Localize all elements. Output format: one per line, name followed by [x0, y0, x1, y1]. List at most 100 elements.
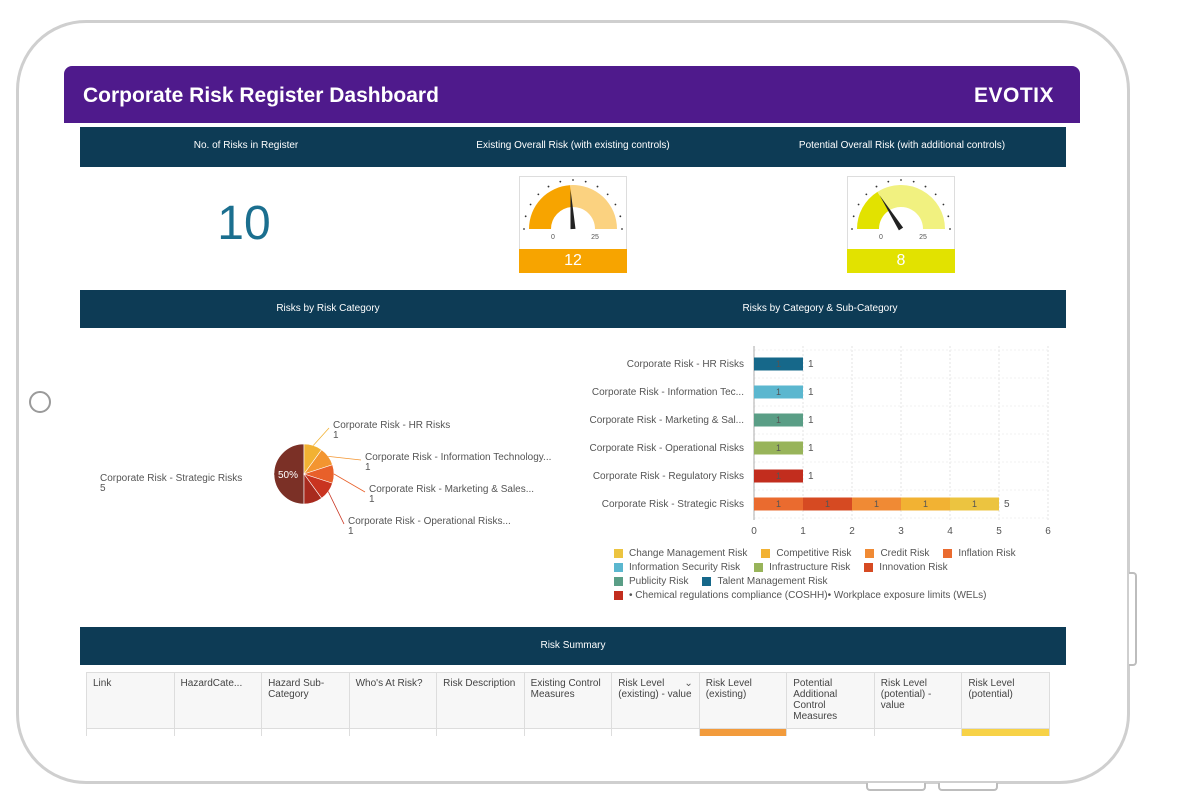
gauge-tick: [912, 180, 915, 183]
table-column-header[interactable]: Existing Control Measures: [523, 672, 613, 729]
bar-total-label: 1: [808, 415, 814, 426]
bar-segment[interactable]: [754, 385, 803, 399]
table-column-header[interactable]: Potential Additional Control Measures: [786, 672, 875, 729]
chevron-down-icon[interactable]: ⌄: [684, 678, 693, 689]
gauge-tick: [924, 185, 927, 188]
bar-segment[interactable]: [901, 497, 950, 511]
gauge-tick: [596, 185, 599, 188]
legend-swatch: [614, 576, 623, 586]
legend-item[interactable]: Information Security Risk: [614, 562, 740, 573]
x-tick-label: 2: [849, 526, 855, 536]
brand-logo: EVOTIX: [973, 84, 1054, 107]
legend-item[interactable]: Inflation Risk: [943, 548, 1016, 559]
gauge-needle: [879, 195, 904, 231]
legend-swatch: [864, 562, 874, 572]
side-volume-button[interactable]: [1129, 572, 1137, 666]
legend-item[interactable]: Publicity Risk: [614, 576, 688, 587]
column-header-label: Existing Control Measures: [530, 678, 601, 700]
table-column-header[interactable]: Hazard Sub-Category: [261, 672, 350, 729]
legend-item[interactable]: Talent Management Risk: [702, 576, 828, 587]
gauge-tick: [619, 215, 622, 218]
table-column-header[interactable]: Risk Level (potential) - value: [873, 672, 963, 729]
y-category-label: Corporate Risk - Marketing & Sal...: [590, 415, 745, 426]
bar-segment[interactable]: [950, 497, 999, 511]
gauge-tick: [559, 180, 562, 183]
pie-slice-value: 1: [333, 430, 339, 441]
legend-swatch: [702, 576, 712, 586]
bar-segment-label: 1: [776, 443, 781, 453]
bottom-button-1[interactable]: [866, 783, 926, 791]
risk-subcategory-bar-chart: 0 1 2 3 4 5 6 Corporate Risk - HR Risks 1 1 Corpor…: [590, 346, 1051, 536]
gauge-tick: [606, 193, 609, 196]
legend-item[interactable]: Credit Risk: [865, 548, 929, 559]
bar-segment-label: 1: [776, 471, 781, 481]
bar-segment-label: 1: [776, 359, 781, 369]
table-row[interactable]: [86, 728, 1050, 736]
legend-item[interactable]: Innovation Risk: [864, 562, 948, 573]
gauge-max-label: 25: [591, 234, 599, 241]
pie-slice[interactable]: [303, 473, 323, 505]
bottom-button-2[interactable]: [938, 783, 998, 791]
legend-swatch: [614, 548, 623, 558]
table-column-header[interactable]: Link: [86, 672, 175, 729]
legend-row: • Chemical regulations compliance (COSHH…: [614, 588, 1054, 602]
gauge-tick: [900, 179, 902, 181]
legend-label: Publicity Risk: [629, 575, 689, 587]
bar-segment[interactable]: [754, 357, 803, 371]
gauge-max-label: 25: [919, 234, 927, 241]
pie-slice-label: Corporate Risk - Strategic Risks: [100, 473, 242, 484]
legend-item[interactable]: Competitive Risk: [761, 548, 851, 559]
bar-total-label: 1: [808, 443, 814, 454]
pie-label-connector: [327, 491, 345, 525]
existing-gauge-dial: 0 25: [523, 179, 623, 241]
legend-item[interactable]: • Chemical regulations compliance (COSHH…: [614, 590, 986, 601]
pie-label-connector: [333, 473, 366, 493]
bar-segment[interactable]: [754, 413, 803, 427]
bar-segment[interactable]: [754, 469, 803, 483]
legend-item[interactable]: Infrastructure Risk: [754, 562, 850, 573]
legend-label: Credit Risk: [880, 547, 930, 559]
bar-segment[interactable]: [754, 441, 803, 455]
y-category-label: Corporate Risk - Regulatory Risks: [593, 471, 744, 482]
x-tick-label: 3: [898, 526, 904, 536]
pie-slice-label: Corporate Risk - Marketing & Sales...: [369, 484, 534, 495]
charts-header-bar: Risks by Risk Category Risks by Category…: [80, 290, 1066, 328]
legend-item[interactable]: Change Management Risk: [614, 548, 747, 559]
y-category-label: Corporate Risk - Information Tec...: [592, 387, 744, 398]
y-category-label: Corporate Risk - Operational Risks: [590, 443, 745, 454]
table-column-header[interactable]: Risk Level (potential): [961, 672, 1050, 729]
bar-segment[interactable]: [803, 497, 852, 511]
pie-label-connector: [328, 455, 362, 461]
legend-row: Change Management Risk Competitive Risk Cr…: [614, 546, 1054, 560]
pie-slice-label: Corporate Risk - Operational Risks...: [348, 516, 511, 527]
y-category-label: Corporate Risk - HR Risks: [627, 359, 744, 370]
gauge-tick: [621, 228, 623, 230]
gauge-tick: [887, 180, 890, 183]
table-column-header[interactable]: Who's At Risk?: [348, 672, 438, 729]
gauge-min-label: 0: [551, 234, 555, 241]
table-column-header[interactable]: HazardCate...: [173, 672, 263, 729]
legend-label: Competitive Risk: [776, 547, 852, 559]
table-column-header[interactable]: Risk Description: [436, 672, 525, 729]
legend-label: Information Security Risk: [629, 561, 741, 573]
pie-slice-value: 1: [365, 462, 371, 473]
y-category-label: Corporate Risk - Strategic Risks: [602, 499, 744, 510]
table-column-header[interactable]: Risk Level (existing): [698, 672, 788, 729]
by-category-label: Risks by Risk Category: [276, 303, 380, 314]
risk-summary-table: Link HazardCate... Hazard Sub-Category Who'…: [86, 672, 1050, 736]
bar-segment[interactable]: [754, 497, 803, 511]
potential-risk-gauge: 0 25 8: [847, 176, 955, 273]
bar-segment-label: 1: [776, 415, 781, 425]
existing-gauge-value: 12: [519, 249, 627, 273]
gauge-needle: [570, 189, 576, 230]
column-header-label: Risk Level (potential) - value: [880, 678, 932, 711]
gauge-filled-arc: [857, 191, 890, 229]
bar-segment[interactable]: [852, 497, 901, 511]
bar-segment-label: 1: [776, 387, 781, 397]
gauge-tick: [875, 185, 878, 188]
x-tick-label: 4: [947, 526, 953, 536]
home-button[interactable]: [29, 391, 51, 413]
table-column-header[interactable]: ⌄ Risk Level (existing) - value: [611, 672, 700, 729]
bar-chart-legend: Change Management Risk Competitive Risk Cr…: [614, 546, 1054, 602]
legend-row: Information Security Risk Infrastructure …: [614, 560, 1054, 574]
